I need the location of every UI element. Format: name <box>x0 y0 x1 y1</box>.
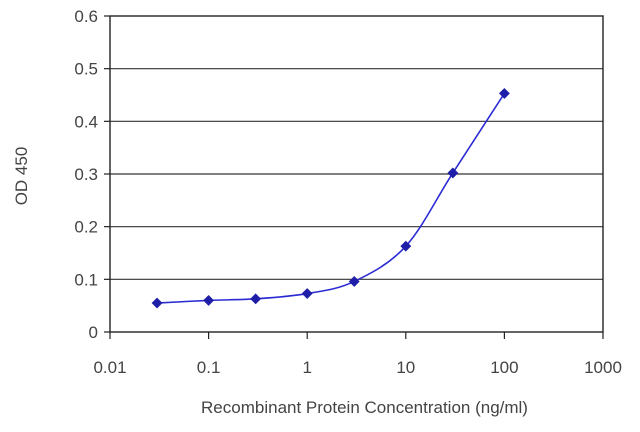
y-tick-label: 0.4 <box>74 112 98 131</box>
x-tick-label: 1 <box>302 358 311 377</box>
data-point-marker <box>498 87 510 99</box>
data-point-marker <box>447 167 459 179</box>
axis-ticks: 0 0.1 0.2 0.3 0.4 0.5 0.6 0.01 0.1 1 10 100 1000 <box>74 7 622 377</box>
data-point-marker <box>151 297 163 309</box>
data-point-marker <box>250 293 262 305</box>
series-layer <box>151 87 510 309</box>
x-tick-label: 100 <box>490 358 518 377</box>
y-tick-label: 0.5 <box>74 60 98 79</box>
x-tick-label: 1000 <box>584 358 622 377</box>
x-tick-label: 0.01 <box>93 358 126 377</box>
y-tick-label: 0.2 <box>74 218 98 237</box>
series-line <box>156 92 506 304</box>
grid-lines <box>110 68 603 280</box>
data-point-marker <box>400 240 412 252</box>
y-tick-label: 0 <box>89 323 98 342</box>
y-axis-title: OD 450 <box>12 147 31 206</box>
data-point-marker <box>301 288 313 299</box>
x-tick-label: 10 <box>396 358 415 377</box>
x-axis-title: Recombinant Protein Concentration (ng/ml… <box>201 398 528 417</box>
y-tick-label: 0.6 <box>74 7 98 26</box>
data-point-marker <box>203 294 215 306</box>
y-tick-label: 0.1 <box>74 270 98 289</box>
y-tick-label: 0.3 <box>74 165 98 184</box>
data-point-marker <box>348 276 360 287</box>
x-tick-label: 0.1 <box>197 358 221 377</box>
